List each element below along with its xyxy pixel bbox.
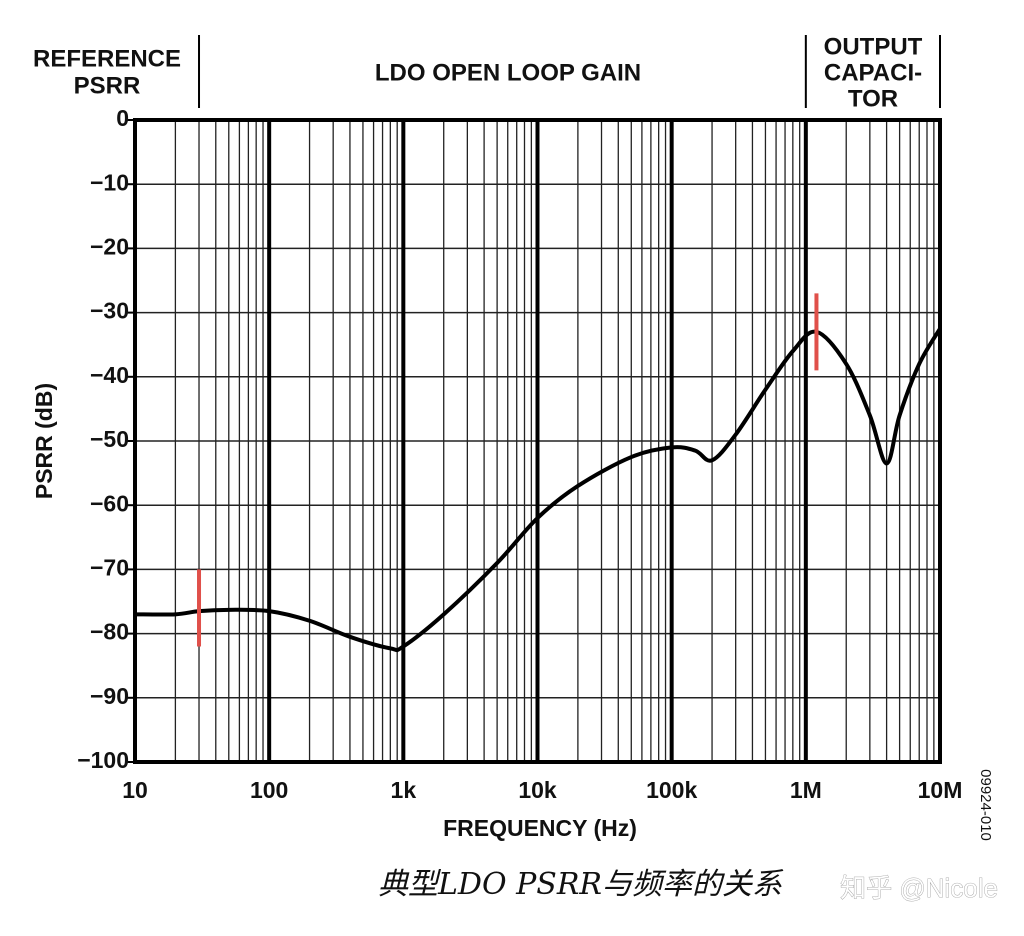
x-tick-label: 10k [518,777,557,803]
y-tick-label: 0 [116,105,129,131]
region-label: CAPACI- [824,59,922,86]
x-tick-label: 1k [391,777,417,803]
x-tick-label: 100 [250,777,288,803]
plot-frame [133,118,942,764]
y-tick-label: −50 [90,426,129,452]
x-tick-label: 100k [646,777,697,803]
y-tick-label: −20 [90,233,129,259]
y-tick-label: −40 [90,362,129,388]
x-tick-label: 10M [918,777,963,803]
y-tick-label: −80 [90,619,129,645]
y-axis-title: PSRR (dB) [31,383,57,499]
y-tick-label: −10 [90,169,129,195]
y-tick-label: −30 [90,298,129,324]
x-tick-label: 1M [790,777,822,803]
psrr-line [134,327,942,653]
region-label: PSRR [74,72,141,99]
caption: 典型LDO PSRR与频率的关系 [378,867,784,902]
figure-code: 09924-010 [977,769,994,841]
watermark: 知乎 @Nicole [840,873,998,903]
y-tick-label: −100 [77,747,129,773]
region-label: OUTPUT [824,33,923,60]
region-label: REFERENCE [33,45,181,72]
x-axis-title: FREQUENCY (Hz) [443,815,637,841]
region-label: LDO OPEN LOOP GAIN [375,59,641,86]
x-tick-label: 10 [122,777,148,803]
y-tick-label: −90 [90,683,129,709]
y-tick-label: −60 [90,490,129,516]
region-label: TOR [848,85,898,112]
y-tick-label: −70 [90,554,129,580]
